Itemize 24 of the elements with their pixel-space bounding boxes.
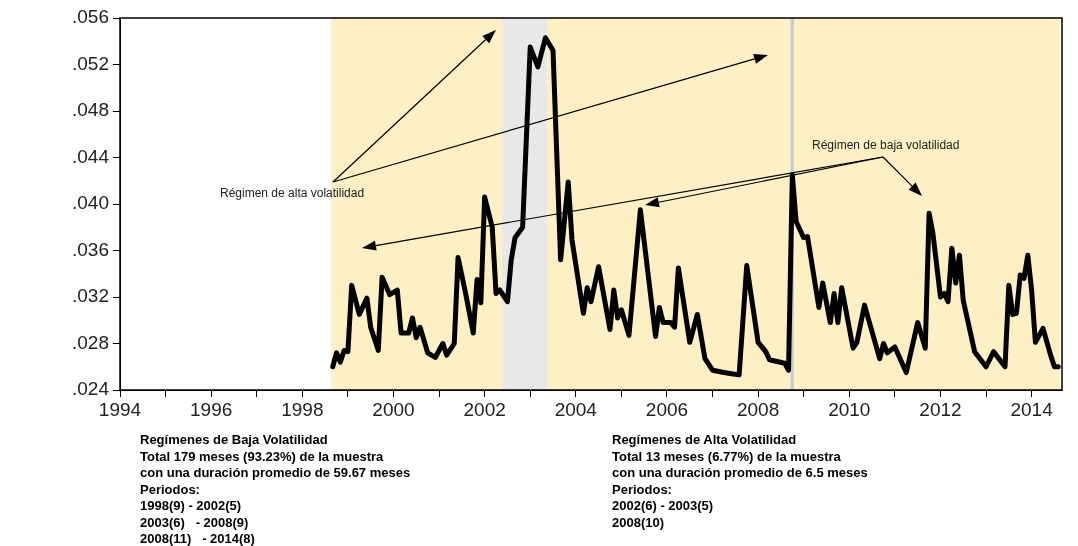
y-tick-label: .040 (72, 192, 109, 214)
x-tick-label: 2012 (919, 398, 962, 420)
x-tick-label: 1994 (98, 398, 142, 420)
x-tick-label: 2006 (645, 398, 689, 420)
y-tick-label: .056 (72, 6, 109, 28)
y-tick-label: .028 (72, 331, 109, 353)
annotation: Régimen de baja volatilidad (812, 138, 960, 152)
x-tick-label: 1998 (281, 398, 324, 420)
y-tick-label: .052 (72, 52, 109, 74)
text: Regímenes de Alta Volatilidad Total 13 meses (6.77%) de la muestra con una duración promedio de 6.5 meses Periodos: 2002(6) - 2003(5) 2008(10) (612, 432, 868, 531)
x-tick-label: 2010 (828, 398, 871, 420)
text: Regímenes de Baja Volatilidad Total 179 meses (93.23%) de la muestra con una duración promedio de 59.67 meses Periodos: 1998(9) - 2002(5) 2003(6) - 2008(9) 2008(11) - 2014(8) (140, 432, 411, 546)
y-tick-label: .024 (72, 378, 110, 400)
x-tick-label: 2008 (736, 398, 780, 420)
y-tick-label: .036 (72, 238, 109, 260)
y-tick-label: .032 (72, 285, 109, 307)
x-tick-label: 2014 (1010, 398, 1054, 420)
annotation: Régimen de alta volatilidad (220, 186, 365, 200)
x-tick-label: 2004 (554, 398, 598, 420)
x-tick-label: 1996 (190, 398, 233, 420)
x-tick-label: 2000 (372, 398, 415, 420)
y-tick-label: .044 (72, 145, 110, 167)
y-tick-label: .048 (72, 99, 109, 121)
x-tick-label: 2002 (463, 398, 506, 420)
